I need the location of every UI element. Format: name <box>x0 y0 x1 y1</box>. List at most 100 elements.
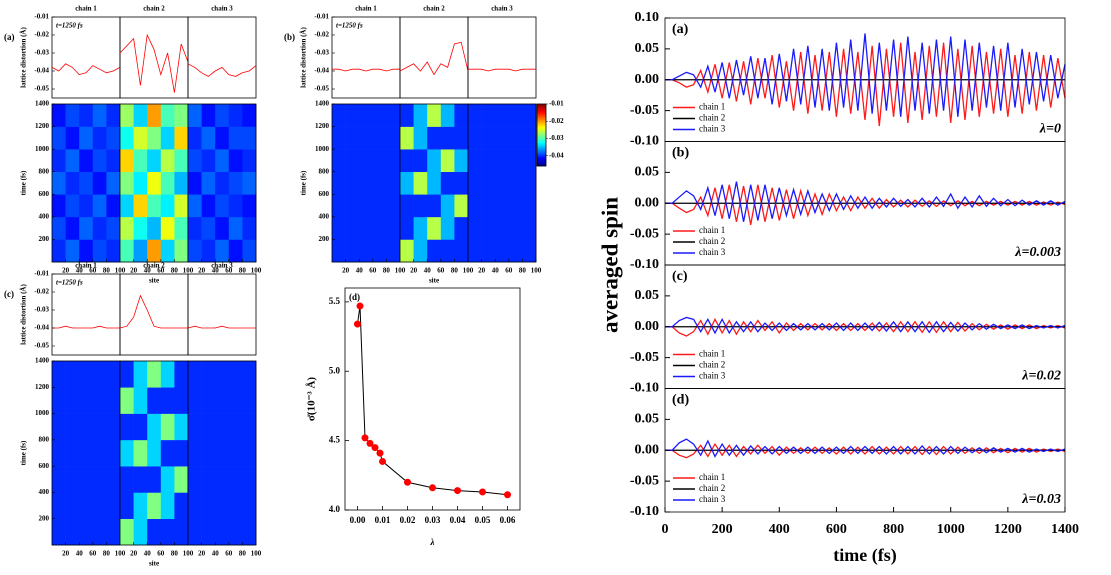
heatmap-cell <box>345 126 360 150</box>
plot-frame <box>187 273 257 356</box>
x-tick-label: 200 <box>712 522 733 537</box>
heatmap-cell <box>228 216 243 240</box>
y-tick-label: -0.05 <box>34 85 49 93</box>
heatmap-cell <box>147 194 162 218</box>
heatmap-cell <box>174 216 189 240</box>
heatmap-cell <box>481 216 496 240</box>
heatmap-cell <box>468 104 482 127</box>
heatmap-cell <box>92 216 107 240</box>
heatmap-cell <box>52 387 66 414</box>
heatmap-cell <box>372 239 387 263</box>
heatmap-cell <box>52 361 66 388</box>
heatmap-cell <box>160 492 175 520</box>
plot-frame <box>536 103 547 167</box>
profile-line <box>51 63 121 76</box>
heatmap-cell <box>508 239 523 263</box>
heatmap-cell <box>215 413 230 441</box>
y-axis-label: lattice distortion (Å) <box>300 27 308 88</box>
colorbar-slice <box>537 113 546 116</box>
x-axis-label: site <box>149 277 159 285</box>
colorbar-slice <box>537 145 546 148</box>
colorbar-slice <box>537 114 546 117</box>
data-point <box>371 444 379 452</box>
heatmap-cell <box>174 239 189 263</box>
colorbar-slice <box>537 141 546 144</box>
heatmap-cell <box>359 239 374 263</box>
series-line <box>665 42 1066 127</box>
heatmap-cell <box>133 239 148 263</box>
heatmap-cell <box>522 216 537 240</box>
y-tick-label: 0.00 <box>635 72 660 87</box>
y-tick-label: 1400 <box>35 357 50 365</box>
heatmap-cell <box>522 239 537 263</box>
heatmap-cell <box>201 216 216 240</box>
heatmap-cell <box>188 104 202 127</box>
heatmap-cell <box>468 194 482 218</box>
colorbar-slice <box>537 139 546 142</box>
y-tick-label: -0.03 <box>34 49 49 57</box>
profile-line <box>399 41 469 76</box>
heatmap-cell <box>160 361 175 388</box>
heatmap-cell <box>120 104 134 127</box>
heatmap-cell <box>120 361 134 388</box>
y-axis-label: σ̄(10⁻³ Å) <box>306 377 318 421</box>
heatmap-cell <box>386 104 401 127</box>
x-tick-label: 40 <box>424 267 432 275</box>
heatmap-cell <box>147 518 162 546</box>
heatmap-cell <box>174 387 189 414</box>
y-tick-label: -0.05 <box>314 85 329 93</box>
plot-frame <box>344 287 521 511</box>
plot-frame <box>187 360 257 546</box>
heatmap-cell <box>427 194 442 218</box>
annotation: λ=0.003 <box>1014 245 1061 260</box>
heatmap-cell <box>228 413 243 441</box>
x-tick-label: 60 <box>225 550 233 558</box>
heatmap-cell <box>92 413 107 441</box>
data-point <box>354 320 361 328</box>
annotation: t=1250 fs <box>336 22 363 30</box>
heatmap-cell <box>345 104 360 127</box>
y-tick-label: 5.0 <box>329 365 341 375</box>
heatmap-cell <box>468 239 482 263</box>
y-tick-label: 600 <box>39 462 50 470</box>
profile-line <box>52 325 120 329</box>
heatmap-cell <box>332 104 346 127</box>
heatmap-cell <box>242 149 257 173</box>
heatmap-cell <box>228 239 243 263</box>
heatmap-cell <box>413 126 428 150</box>
colorbar-slice <box>537 111 546 114</box>
heatmap-cell <box>454 171 469 195</box>
y-tick-label: 600 <box>319 190 330 198</box>
heatmap-cell <box>332 194 346 218</box>
y-tick-label: -0.10 <box>630 381 659 396</box>
heatmap-cell <box>495 104 510 127</box>
heatmap-cell <box>345 194 360 218</box>
heatmap-cell <box>242 104 257 127</box>
heatmap-cell <box>242 439 257 467</box>
colorbar-slice <box>537 105 546 108</box>
colorbar-slice <box>537 110 546 113</box>
x-tick-label: 100 <box>183 267 194 275</box>
heatmap-cell <box>201 104 216 127</box>
heatmap-cell <box>120 171 134 195</box>
colorbar-slice <box>537 107 546 109</box>
heatmap-cell <box>106 466 121 493</box>
x-tick-label: 0 <box>662 522 669 537</box>
heatmap-cell <box>345 239 360 263</box>
heatmap-cell <box>228 361 243 388</box>
heatmap-cell <box>160 239 175 263</box>
colorbar-slice <box>537 164 546 167</box>
colorbar-slice <box>537 150 546 153</box>
heatmap-cell <box>522 104 537 127</box>
y-axis-label: lattice distortion (Å) <box>20 284 28 345</box>
heatmap-cell <box>174 149 189 173</box>
colorbar-tick-label: -0.03 <box>549 134 564 142</box>
heatmap-cell <box>52 413 66 441</box>
y-tick-label: 200 <box>39 514 50 522</box>
colorbar-slice <box>537 148 546 151</box>
panel-label: (c) <box>672 269 688 284</box>
y-tick-label: 0.00 <box>635 442 660 457</box>
x-tick-label: 80 <box>519 267 527 275</box>
heatmap-cell <box>215 466 230 493</box>
